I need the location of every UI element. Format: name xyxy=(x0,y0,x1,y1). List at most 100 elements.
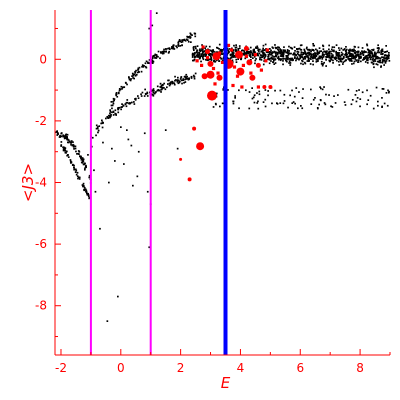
data-point xyxy=(253,101,256,104)
data-point xyxy=(340,54,343,56)
data-point xyxy=(167,79,169,82)
data-point xyxy=(155,54,158,56)
data-point xyxy=(293,53,296,56)
data-point xyxy=(145,93,147,96)
data-point xyxy=(322,55,325,58)
data-point xyxy=(373,66,375,69)
data-point xyxy=(120,85,123,88)
data-point xyxy=(336,54,339,56)
data-point xyxy=(114,109,117,112)
data-point xyxy=(373,53,376,55)
data-point xyxy=(274,55,277,58)
red-marker-small xyxy=(217,51,222,55)
data-point xyxy=(192,55,194,58)
data-point xyxy=(171,46,173,48)
data-point xyxy=(205,53,207,56)
data-point xyxy=(323,86,325,88)
data-point xyxy=(94,190,97,193)
data-point xyxy=(169,82,172,85)
data-point xyxy=(349,52,352,55)
data-point xyxy=(380,51,382,54)
data-point xyxy=(264,43,267,46)
data-point xyxy=(338,55,340,58)
data-point xyxy=(145,60,148,63)
data-point xyxy=(238,89,240,92)
data-point xyxy=(238,47,241,49)
data-point xyxy=(286,60,288,63)
data-point xyxy=(272,58,275,60)
data-point xyxy=(360,56,362,59)
data-point xyxy=(365,59,368,61)
y-tick-label: -4 xyxy=(35,176,47,190)
data-point xyxy=(132,73,135,76)
data-point xyxy=(232,56,235,58)
red-marker-small xyxy=(205,56,210,60)
data-point xyxy=(312,63,314,66)
data-point xyxy=(381,48,384,51)
data-point xyxy=(152,55,155,57)
data-point xyxy=(320,87,322,90)
data-point xyxy=(316,52,319,54)
data-point xyxy=(292,53,294,56)
data-point xyxy=(111,147,113,150)
data-point xyxy=(287,52,289,54)
data-point xyxy=(148,27,151,30)
data-point xyxy=(77,150,80,152)
data-point xyxy=(291,47,294,50)
data-point xyxy=(134,98,136,100)
axis-ticks-layer: -2 0 2 4 6 8 0 -2 -4 -6 -8 xyxy=(35,27,391,375)
data-point xyxy=(254,51,256,53)
data-point xyxy=(86,192,88,195)
data-point xyxy=(343,48,346,51)
data-point xyxy=(356,97,359,99)
data-point xyxy=(352,62,355,65)
data-point xyxy=(333,46,336,49)
data-point xyxy=(179,80,181,83)
data-point xyxy=(380,65,382,67)
data-point xyxy=(381,106,383,108)
data-point xyxy=(151,60,154,63)
red-marker-small xyxy=(211,66,216,71)
data-point xyxy=(353,45,356,48)
data-point xyxy=(325,65,327,67)
data-point xyxy=(260,59,263,61)
data-point xyxy=(351,99,354,101)
data-point xyxy=(251,87,253,89)
data-point xyxy=(160,51,162,53)
data-point xyxy=(159,82,162,85)
data-point xyxy=(371,55,374,57)
data-point xyxy=(121,88,123,90)
data-point xyxy=(85,190,88,193)
data-point xyxy=(300,53,302,56)
data-point xyxy=(331,55,334,57)
data-point xyxy=(193,77,196,80)
data-point xyxy=(321,64,324,67)
data-point xyxy=(115,94,117,97)
data-point xyxy=(362,57,365,60)
data-point xyxy=(274,44,276,46)
data-point xyxy=(152,94,155,97)
data-point xyxy=(379,59,382,62)
data-point xyxy=(186,39,189,41)
data-point xyxy=(227,57,229,60)
data-point xyxy=(155,57,158,59)
data-point xyxy=(273,51,275,54)
data-point xyxy=(281,51,283,53)
data-point xyxy=(288,45,290,48)
data-point xyxy=(199,57,201,59)
data-point xyxy=(243,51,246,53)
data-point xyxy=(388,60,391,62)
data-point xyxy=(134,74,137,77)
data-point xyxy=(312,57,314,60)
data-point xyxy=(69,159,72,161)
data-point xyxy=(365,56,367,59)
x-tick-label: 8 xyxy=(356,361,364,375)
data-point xyxy=(66,138,68,141)
data-point xyxy=(354,56,356,58)
data-point xyxy=(339,55,342,58)
data-point xyxy=(153,92,156,95)
data-point xyxy=(245,89,247,92)
data-point xyxy=(316,107,319,109)
data-point xyxy=(96,126,99,128)
data-point xyxy=(301,56,304,59)
